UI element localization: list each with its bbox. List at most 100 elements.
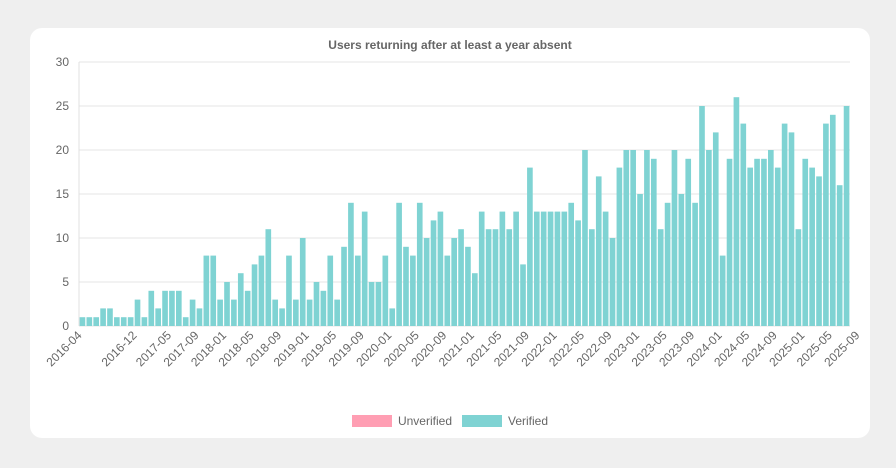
bar-verified[interactable] xyxy=(492,229,499,326)
bar-verified[interactable] xyxy=(547,211,554,326)
bar-verified[interactable] xyxy=(437,211,444,326)
bar-verified[interactable] xyxy=(644,150,650,326)
bar-verified[interactable] xyxy=(286,255,292,326)
bar-verified[interactable] xyxy=(706,150,712,326)
bar-verified[interactable] xyxy=(134,299,141,326)
bar-verified[interactable] xyxy=(403,246,409,326)
bar-verified[interactable] xyxy=(107,308,113,326)
bar-verified[interactable] xyxy=(293,299,299,326)
bar-verified[interactable] xyxy=(196,308,203,326)
bar-verified[interactable] xyxy=(520,264,526,326)
bar-verified[interactable] xyxy=(795,229,802,326)
bar-verified[interactable] xyxy=(148,290,155,326)
bar-verified[interactable] xyxy=(561,211,568,326)
bar-verified[interactable] xyxy=(699,106,705,326)
bar-verified[interactable] xyxy=(602,211,609,326)
bar-verified[interactable] xyxy=(816,176,822,326)
bar-verified[interactable] xyxy=(341,246,347,326)
bar-verified[interactable] xyxy=(761,158,767,326)
bar-verified[interactable] xyxy=(747,167,754,326)
bar-verified[interactable] xyxy=(265,229,272,326)
bar-verified[interactable] xyxy=(100,308,106,326)
bar-verified[interactable] xyxy=(726,158,733,326)
bar-verified[interactable] xyxy=(513,211,519,326)
bar-verified[interactable] xyxy=(781,123,788,326)
bar-verified[interactable] xyxy=(678,194,685,326)
bar-verified[interactable] xyxy=(423,238,430,326)
bar-verified[interactable] xyxy=(733,97,740,326)
bar-verified[interactable] xyxy=(499,211,506,326)
bar-verified[interactable] xyxy=(389,308,396,326)
bar-verified[interactable] xyxy=(774,167,781,326)
bar-verified[interactable] xyxy=(114,317,120,326)
bar-verified[interactable] xyxy=(527,167,533,326)
bar-verified[interactable] xyxy=(354,255,361,326)
bar-verified[interactable] xyxy=(189,299,196,326)
bar-verified[interactable] xyxy=(258,255,265,326)
bar-verified[interactable] xyxy=(575,220,581,326)
bar-verified[interactable] xyxy=(182,317,189,326)
bar-verified[interactable] xyxy=(169,290,175,326)
bar-verified[interactable] xyxy=(465,246,471,326)
bar-verified[interactable] xyxy=(657,229,664,326)
bar-verified[interactable] xyxy=(93,317,100,326)
bar-verified[interactable] xyxy=(348,202,354,326)
bar-verified[interactable] xyxy=(540,211,547,326)
bar-verified[interactable] xyxy=(650,158,657,326)
bar-verified[interactable] xyxy=(802,158,809,326)
bar-verified[interactable] xyxy=(623,150,630,326)
bar-verified[interactable] xyxy=(231,299,237,326)
bar-verified[interactable] xyxy=(320,290,327,326)
bar-verified[interactable] xyxy=(299,238,306,326)
bar-verified[interactable] xyxy=(472,273,478,326)
bar-verified[interactable] xyxy=(692,202,698,326)
bar-verified[interactable] xyxy=(533,211,540,326)
bar-verified[interactable] xyxy=(719,255,726,326)
bar-verified[interactable] xyxy=(210,255,217,326)
bar-verified[interactable] xyxy=(155,308,161,326)
bar-verified[interactable] xyxy=(313,282,320,326)
bar-verified[interactable] xyxy=(410,255,416,326)
bar-verified[interactable] xyxy=(829,114,836,326)
bar-verified[interactable] xyxy=(637,194,643,326)
bar-verified[interactable] xyxy=(506,229,513,326)
bar-verified[interactable] xyxy=(272,299,279,326)
bar-verified[interactable] xyxy=(327,255,334,326)
bar-verified[interactable] xyxy=(768,150,774,326)
bar-verified[interactable] xyxy=(368,282,375,326)
bar-verified[interactable] xyxy=(458,229,464,326)
legend-item-unverified[interactable]: Unverified xyxy=(351,414,452,428)
legend-item-verified[interactable]: Verified xyxy=(462,414,548,428)
bar-verified[interactable] xyxy=(279,308,285,326)
bar-verified[interactable] xyxy=(485,229,492,326)
bar-verified[interactable] xyxy=(430,220,437,326)
bar-verified[interactable] xyxy=(836,185,843,326)
bar-verified[interactable] xyxy=(664,202,671,326)
bar-verified[interactable] xyxy=(306,299,313,326)
bar-verified[interactable] xyxy=(451,238,457,326)
bar-verified[interactable] xyxy=(630,150,636,326)
bar-verified[interactable] xyxy=(843,106,850,326)
bar-verified[interactable] xyxy=(554,211,561,326)
bar-verified[interactable] xyxy=(79,317,86,326)
bar-verified[interactable] xyxy=(244,290,251,326)
bar-verified[interactable] xyxy=(712,132,719,326)
bar-verified[interactable] xyxy=(334,299,340,326)
bar-verified[interactable] xyxy=(224,282,230,326)
bar-verified[interactable] xyxy=(416,202,423,326)
bar-verified[interactable] xyxy=(671,150,678,326)
bar-verified[interactable] xyxy=(382,255,389,326)
bar-verified[interactable] xyxy=(86,317,93,326)
bar-verified[interactable] xyxy=(568,202,575,326)
bar-verified[interactable] xyxy=(740,123,747,326)
bar-verified[interactable] xyxy=(754,158,760,326)
bar-verified[interactable] xyxy=(589,229,595,326)
bar-verified[interactable] xyxy=(609,238,616,326)
bar-verified[interactable] xyxy=(203,255,210,326)
bar-verified[interactable] xyxy=(616,167,623,326)
bar-verified[interactable] xyxy=(685,158,692,326)
bar-verified[interactable] xyxy=(127,317,134,326)
bar-verified[interactable] xyxy=(361,211,368,326)
bar-verified[interactable] xyxy=(217,299,223,326)
bar-verified[interactable] xyxy=(120,317,127,326)
